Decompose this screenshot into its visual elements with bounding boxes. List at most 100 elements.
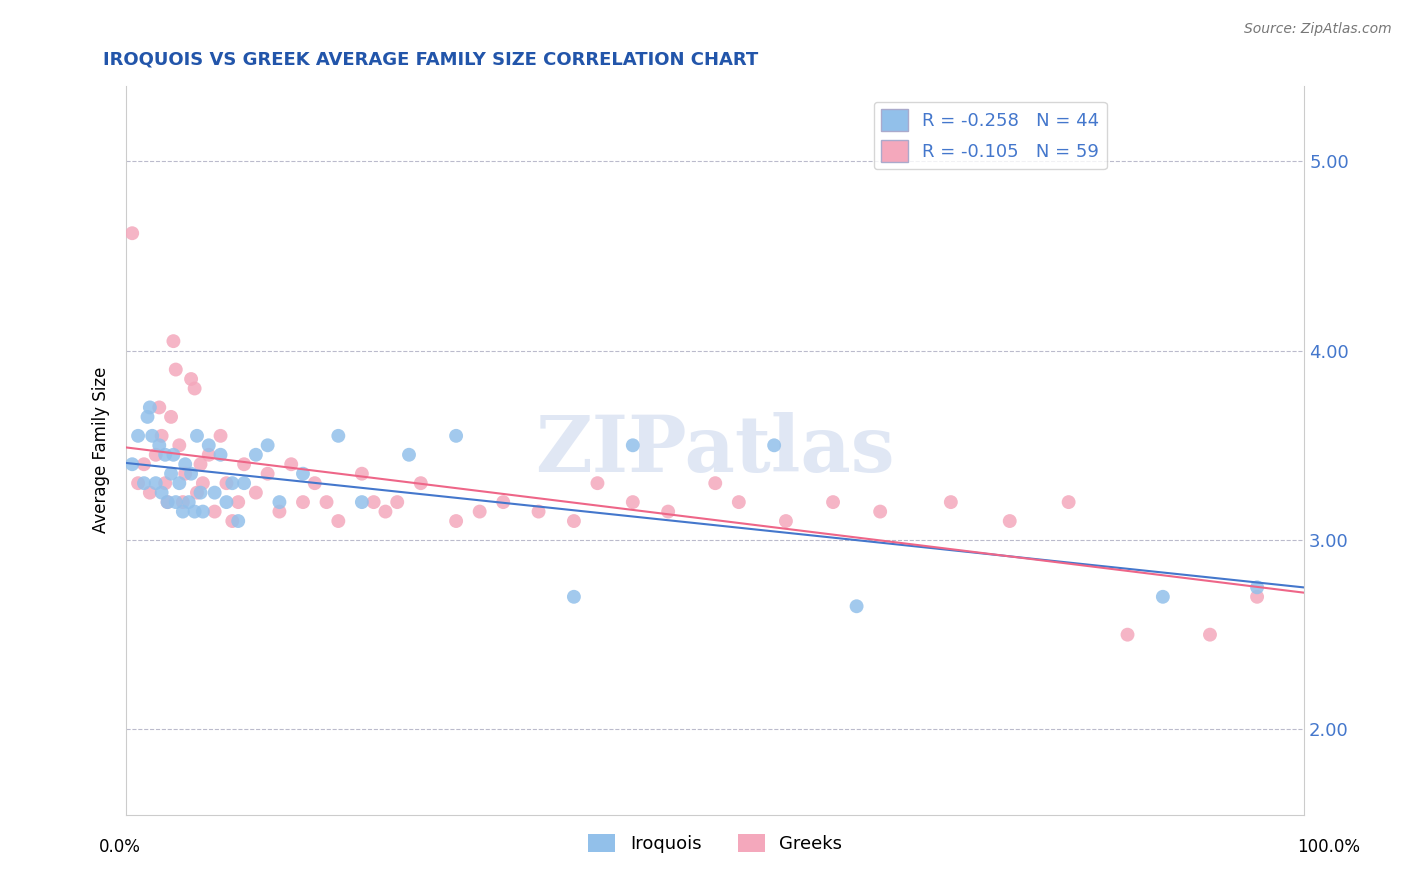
Point [132, 476, 155, 491]
Text: Source: ZipAtlas.com: Source: ZipAtlas.com [1244, 22, 1392, 37]
Point [169, 476, 191, 491]
Point [328, 429, 350, 443]
Point [1116, 628, 1139, 642]
Point [180, 372, 202, 386]
Point [468, 505, 491, 519]
Point [165, 495, 187, 509]
Point [191, 505, 214, 519]
Point [821, 495, 844, 509]
Point [304, 476, 326, 491]
Point [121, 226, 143, 240]
Point [127, 476, 149, 491]
Point [141, 429, 163, 443]
Point [444, 514, 467, 528]
Point [727, 495, 749, 509]
Point [562, 590, 585, 604]
Point [845, 599, 868, 614]
Point [197, 448, 219, 462]
Point [215, 495, 238, 509]
Point [869, 505, 891, 519]
Point [350, 467, 373, 481]
Point [398, 448, 420, 462]
Point [162, 334, 184, 348]
Point [621, 495, 644, 509]
Point [586, 476, 609, 491]
Point [190, 457, 212, 471]
Point [169, 438, 191, 452]
Point [233, 476, 256, 491]
Point [174, 467, 197, 481]
Point [160, 467, 183, 481]
Point [409, 476, 432, 491]
Point [132, 457, 155, 471]
Point [172, 505, 194, 519]
Point [269, 495, 291, 509]
Point [127, 429, 149, 443]
Point [150, 485, 173, 500]
Point [183, 382, 205, 396]
Point [136, 409, 159, 424]
Point [145, 476, 167, 491]
Point [183, 505, 205, 519]
Point [148, 438, 170, 452]
Point [350, 495, 373, 509]
Point [256, 438, 278, 452]
Point [280, 457, 302, 471]
Point [190, 485, 212, 500]
Point [197, 438, 219, 452]
Point [998, 514, 1021, 528]
Point [492, 495, 515, 509]
Point [150, 429, 173, 443]
Point [527, 505, 550, 519]
Point [1246, 580, 1268, 594]
Point [165, 362, 187, 376]
Point [153, 476, 176, 491]
Point [704, 476, 727, 491]
Point [939, 495, 962, 509]
Point [1057, 495, 1080, 509]
Point [363, 495, 385, 509]
Point [562, 514, 585, 528]
Point [209, 448, 232, 462]
Point [172, 495, 194, 509]
Point [156, 495, 179, 509]
Point [145, 448, 167, 462]
Point [177, 495, 200, 509]
Point [374, 505, 396, 519]
Point [763, 438, 786, 452]
Point [204, 485, 226, 500]
Point [226, 495, 249, 509]
Point [180, 467, 202, 481]
Point [139, 485, 162, 500]
Point [444, 429, 467, 443]
Legend: R = -0.258   N = 44, R = -0.105   N = 59: R = -0.258 N = 44, R = -0.105 N = 59 [873, 102, 1107, 169]
Point [162, 448, 184, 462]
Point [160, 409, 183, 424]
Point [245, 485, 267, 500]
Point [139, 401, 162, 415]
Text: 100.0%: 100.0% [1298, 838, 1360, 855]
Point [256, 467, 278, 481]
Point [221, 514, 243, 528]
Point [209, 429, 232, 443]
Point [215, 476, 238, 491]
Y-axis label: Average Family Size: Average Family Size [93, 367, 110, 533]
Point [657, 505, 679, 519]
Point [153, 448, 176, 462]
Point [291, 467, 314, 481]
Point [621, 438, 644, 452]
Point [233, 457, 256, 471]
Point [1246, 590, 1268, 604]
Text: 0.0%: 0.0% [98, 838, 141, 855]
Point [156, 495, 179, 509]
Point [775, 514, 797, 528]
Point [221, 476, 243, 491]
Point [121, 457, 143, 471]
Point [174, 457, 197, 471]
Point [387, 495, 409, 509]
Point [315, 495, 337, 509]
Point [186, 485, 208, 500]
Point [291, 495, 314, 509]
Point [186, 429, 208, 443]
Point [226, 514, 249, 528]
